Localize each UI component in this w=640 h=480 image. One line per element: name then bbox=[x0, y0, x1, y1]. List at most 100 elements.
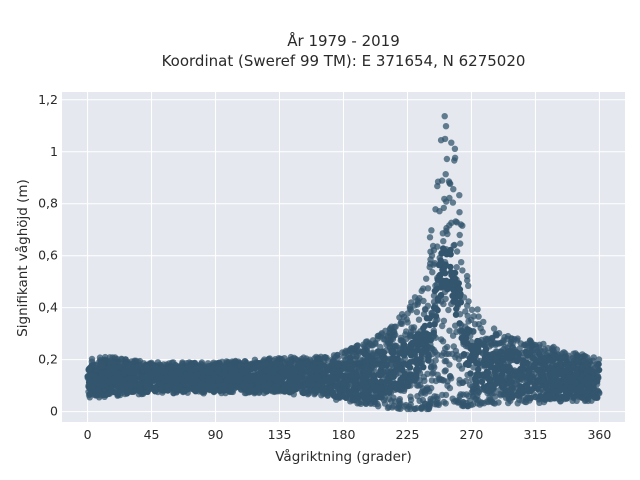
data-point bbox=[137, 386, 144, 393]
data-point bbox=[574, 386, 581, 393]
data-point bbox=[187, 371, 194, 379]
data-point bbox=[315, 354, 322, 362]
data-point bbox=[418, 287, 425, 295]
x-axis-label: Vågriktning (grader) bbox=[275, 448, 412, 465]
data-point bbox=[328, 362, 335, 369]
data-point bbox=[175, 363, 183, 371]
data-point bbox=[526, 349, 534, 356]
y-tick-label: 1 bbox=[50, 144, 58, 159]
data-point bbox=[293, 365, 300, 372]
data-point bbox=[397, 320, 404, 327]
data-point bbox=[198, 366, 205, 374]
data-point bbox=[503, 351, 510, 359]
data-point bbox=[302, 379, 310, 387]
data-point bbox=[440, 245, 447, 252]
data-point bbox=[492, 341, 499, 348]
data-point bbox=[462, 361, 470, 368]
data-point bbox=[435, 261, 443, 269]
data-point bbox=[435, 400, 442, 407]
data-point bbox=[374, 332, 381, 340]
data-point bbox=[447, 269, 455, 276]
data-point bbox=[243, 367, 250, 374]
data-point bbox=[464, 302, 471, 309]
data-point bbox=[167, 374, 175, 381]
data-point bbox=[397, 365, 405, 373]
data-point bbox=[508, 385, 515, 392]
data-point bbox=[292, 355, 299, 363]
data-point bbox=[391, 398, 399, 405]
data-point bbox=[558, 393, 565, 401]
data-point bbox=[409, 339, 416, 347]
data-point bbox=[321, 370, 328, 377]
data-point bbox=[426, 321, 433, 329]
data-point bbox=[595, 360, 602, 368]
x-tick-label: 315 bbox=[524, 427, 548, 442]
data-point bbox=[500, 365, 507, 372]
data-point bbox=[336, 393, 343, 401]
data-point bbox=[413, 370, 420, 378]
data-point bbox=[431, 393, 438, 400]
data-point bbox=[360, 367, 368, 374]
data-point bbox=[329, 389, 337, 396]
data-point bbox=[561, 386, 568, 393]
data-point bbox=[472, 395, 479, 402]
data-point bbox=[534, 378, 541, 385]
data-point bbox=[210, 365, 217, 372]
data-point bbox=[595, 366, 603, 374]
data-point bbox=[396, 350, 403, 357]
data-point bbox=[440, 300, 447, 308]
data-point bbox=[506, 373, 513, 380]
data-point bbox=[590, 379, 598, 387]
data-point bbox=[374, 348, 382, 355]
data-point bbox=[320, 362, 328, 369]
data-point bbox=[105, 390, 112, 397]
data-point bbox=[452, 397, 460, 405]
data-point bbox=[289, 387, 296, 395]
data-point bbox=[501, 333, 508, 341]
data-point bbox=[366, 368, 373, 375]
data-point bbox=[579, 387, 586, 395]
data-point bbox=[121, 367, 128, 375]
data-point bbox=[467, 370, 474, 377]
x-tick-label: 360 bbox=[587, 427, 611, 442]
data-point bbox=[514, 337, 521, 344]
data-point bbox=[132, 376, 139, 383]
data-point bbox=[453, 264, 460, 271]
data-point bbox=[509, 394, 516, 401]
data-point bbox=[381, 354, 389, 362]
data-point bbox=[456, 286, 464, 293]
data-point bbox=[283, 383, 290, 390]
data-point bbox=[424, 386, 431, 393]
data-point bbox=[262, 367, 270, 374]
data-point bbox=[233, 383, 240, 390]
data-point bbox=[429, 370, 436, 377]
data-point bbox=[486, 387, 493, 395]
data-point bbox=[170, 389, 177, 397]
data-point bbox=[336, 368, 343, 375]
data-point bbox=[429, 242, 437, 250]
data-point bbox=[559, 355, 566, 362]
data-point bbox=[452, 354, 459, 361]
data-point bbox=[174, 371, 181, 379]
data-point bbox=[493, 331, 500, 338]
data-point bbox=[327, 377, 334, 384]
data-point bbox=[361, 343, 368, 350]
data-point bbox=[487, 398, 495, 405]
y-tick-label: 0,8 bbox=[38, 196, 58, 211]
data-point bbox=[298, 362, 305, 370]
data-point bbox=[347, 354, 354, 361]
data-point bbox=[440, 349, 447, 357]
data-point bbox=[451, 145, 459, 152]
data-point bbox=[550, 343, 557, 351]
data-point bbox=[424, 370, 431, 377]
data-point bbox=[407, 349, 414, 356]
data-point bbox=[423, 405, 430, 413]
data-point bbox=[432, 206, 439, 213]
data-point bbox=[411, 375, 418, 383]
data-point bbox=[440, 238, 447, 245]
data-point bbox=[426, 315, 433, 322]
data-point bbox=[445, 178, 453, 185]
data-point bbox=[477, 325, 484, 332]
data-point bbox=[436, 273, 444, 280]
data-point bbox=[470, 313, 477, 320]
